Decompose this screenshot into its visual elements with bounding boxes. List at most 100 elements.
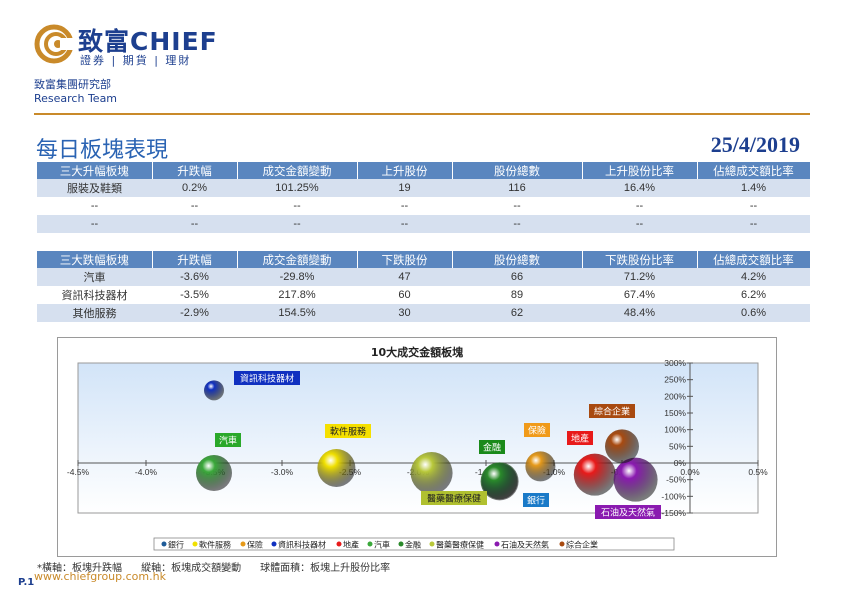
table-cell: 汽車 bbox=[37, 268, 152, 286]
legend-item: 金融 bbox=[405, 540, 421, 550]
department-en: Research Team bbox=[34, 92, 118, 105]
table-cell: -- bbox=[37, 197, 152, 215]
point-label: 綜合企業 bbox=[594, 406, 630, 418]
point-label: 石油及天然氣 bbox=[601, 507, 655, 519]
legend-item: 汽車 bbox=[374, 540, 390, 550]
point-label: 金融 bbox=[483, 442, 501, 454]
bubble-chart-panel: 10大成交金額板塊-4.5%-4.0%-3.5%-3.0%-2.5%-2.0%-… bbox=[57, 337, 777, 557]
bubble-資訊科技器材 bbox=[204, 380, 224, 401]
bubble-地產 bbox=[573, 453, 616, 496]
legend-box bbox=[153, 537, 675, 551]
table-header-row: 三大升幅板塊 升跌幅 成交金額變動 上升股份 股份總數 上升股份比率 佔總成交額… bbox=[37, 162, 811, 179]
table-cell: 71.2% bbox=[582, 268, 697, 286]
table-row: 資訊科技器材 -3.5% 217.8% 60 89 67.4% 6.2% bbox=[37, 286, 810, 304]
table-cell: -3.5% bbox=[152, 286, 237, 304]
legend-marker bbox=[398, 541, 404, 547]
point-label-box bbox=[567, 431, 593, 445]
col-header: 上升股份 bbox=[357, 162, 453, 179]
point-label: 保險 bbox=[528, 425, 546, 437]
table-cell: -- bbox=[237, 215, 357, 233]
table-row: 其他服務 -2.9% 154.5% 30 62 48.4% 0.6% bbox=[37, 304, 810, 322]
col-header: 佔總成交額比率 bbox=[697, 162, 811, 179]
table-cell: -29.8% bbox=[237, 268, 357, 286]
col-header: 三大升幅板塊 bbox=[37, 162, 153, 179]
table-cell: -- bbox=[697, 215, 810, 233]
bubble-石油及天然氣 bbox=[613, 457, 658, 502]
y-tick-label: 0% bbox=[674, 458, 687, 468]
table-header-row: 三大跌幅板塊 升跌幅 成交金額變動 下跌股份 股份總數 下跌股份比率 佔總成交額… bbox=[37, 251, 811, 268]
table-row: 汽車 -3.6% -29.8% 47 66 71.2% 4.2% bbox=[37, 268, 810, 286]
point-label-box bbox=[523, 493, 549, 507]
table-cell: 89 bbox=[452, 286, 582, 304]
header-divider bbox=[34, 113, 810, 115]
col-header: 下跌股份 bbox=[357, 251, 453, 268]
logo-swirl-icon bbox=[34, 24, 74, 64]
table-cell: 67.4% bbox=[582, 286, 697, 304]
x-tick-label: 0.0% bbox=[680, 467, 700, 477]
table-cell: -2.9% bbox=[152, 304, 237, 322]
point-label: 銀行 bbox=[527, 495, 545, 507]
legend-marker bbox=[240, 541, 246, 547]
col-header: 成交金額變動 bbox=[237, 251, 358, 268]
table-cell: -- bbox=[582, 215, 697, 233]
bubble-金融 bbox=[480, 462, 519, 501]
table-row: -- -- -- -- -- -- -- bbox=[37, 197, 810, 215]
point-label-box bbox=[595, 505, 661, 519]
website-link[interactable]: www.chiefgroup.com.hk bbox=[34, 570, 166, 583]
table-cell: 60 bbox=[357, 286, 452, 304]
x-tick-label: -4.0% bbox=[135, 467, 158, 477]
point-label: 汽車 bbox=[219, 435, 237, 447]
table-cell: 116 bbox=[452, 179, 582, 197]
table-cell: 66 bbox=[452, 268, 582, 286]
legend-item: 地產 bbox=[343, 540, 359, 550]
point-label: 醫藥醫療保健 bbox=[427, 493, 481, 505]
legend-item: 軟件服務 bbox=[199, 540, 231, 550]
col-header: 股份總數 bbox=[452, 251, 583, 268]
y-tick-label: 150% bbox=[664, 408, 686, 418]
legend-marker bbox=[161, 541, 167, 547]
table-cell: 6.2% bbox=[697, 286, 810, 304]
top-gainers-table: 三大升幅板塊 升跌幅 成交金額變動 上升股份 股份總數 上升股份比率 佔總成交額… bbox=[37, 162, 811, 233]
y-tick-label: -150% bbox=[661, 508, 686, 518]
bubble-汽車 bbox=[196, 455, 232, 491]
legend-item: 醫藥醫療保健 bbox=[436, 540, 484, 550]
legend-marker bbox=[336, 541, 342, 547]
legend-item: 石油及天然氣 bbox=[501, 540, 549, 550]
y-tick-label: 250% bbox=[664, 375, 686, 385]
table-cell: 101.25% bbox=[237, 179, 357, 197]
table-cell: -- bbox=[357, 215, 452, 233]
col-header: 股份總數 bbox=[452, 162, 583, 179]
department: 致富集團研究部 Research Team bbox=[34, 78, 117, 106]
point-label-box bbox=[215, 433, 241, 447]
legend-marker bbox=[494, 541, 500, 547]
table-cell: 服裝及鞋類 bbox=[37, 179, 152, 197]
legend-marker bbox=[429, 541, 435, 547]
table-cell: -- bbox=[152, 215, 237, 233]
table-cell: 217.8% bbox=[237, 286, 357, 304]
point-label: 資訊科技器材 bbox=[240, 373, 294, 385]
table-cell: 0.2% bbox=[152, 179, 237, 197]
top-losers-table: 三大跌幅板塊 升跌幅 成交金額變動 下跌股份 股份總數 下跌股份比率 佔總成交額… bbox=[37, 251, 811, 322]
table-cell: 30 bbox=[357, 304, 452, 322]
page-title: 每日板塊表現 bbox=[36, 138, 169, 163]
page-number: P.1 bbox=[18, 577, 35, 588]
legend-item: 銀行 bbox=[168, 540, 184, 550]
brand-logo: 致富CHIEF 證券 | 期貨 | 理財 bbox=[34, 22, 234, 70]
col-header: 佔總成交額比率 bbox=[697, 251, 811, 268]
y-tick-label: -100% bbox=[661, 491, 686, 501]
bubble-綜合企業 bbox=[605, 429, 639, 464]
y-tick-label: 300% bbox=[664, 358, 686, 368]
col-header: 三大跌幅板塊 bbox=[37, 251, 153, 268]
point-label: 軟件服務 bbox=[330, 426, 366, 438]
table-cell: 4.2% bbox=[697, 268, 810, 286]
col-header: 上升股份比率 bbox=[582, 162, 698, 179]
bubble-chart: 10大成交金額板塊-4.5%-4.0%-3.5%-3.0%-2.5%-2.0%-… bbox=[67, 345, 768, 551]
table-cell: -- bbox=[582, 197, 697, 215]
table-cell: 1.4% bbox=[697, 179, 810, 197]
table-cell: -- bbox=[452, 215, 582, 233]
table-cell: 48.4% bbox=[582, 304, 697, 322]
point-label-box bbox=[524, 423, 550, 437]
table-cell: 19 bbox=[357, 179, 452, 197]
table-cell: -3.6% bbox=[152, 268, 237, 286]
point-label-box bbox=[479, 440, 505, 454]
